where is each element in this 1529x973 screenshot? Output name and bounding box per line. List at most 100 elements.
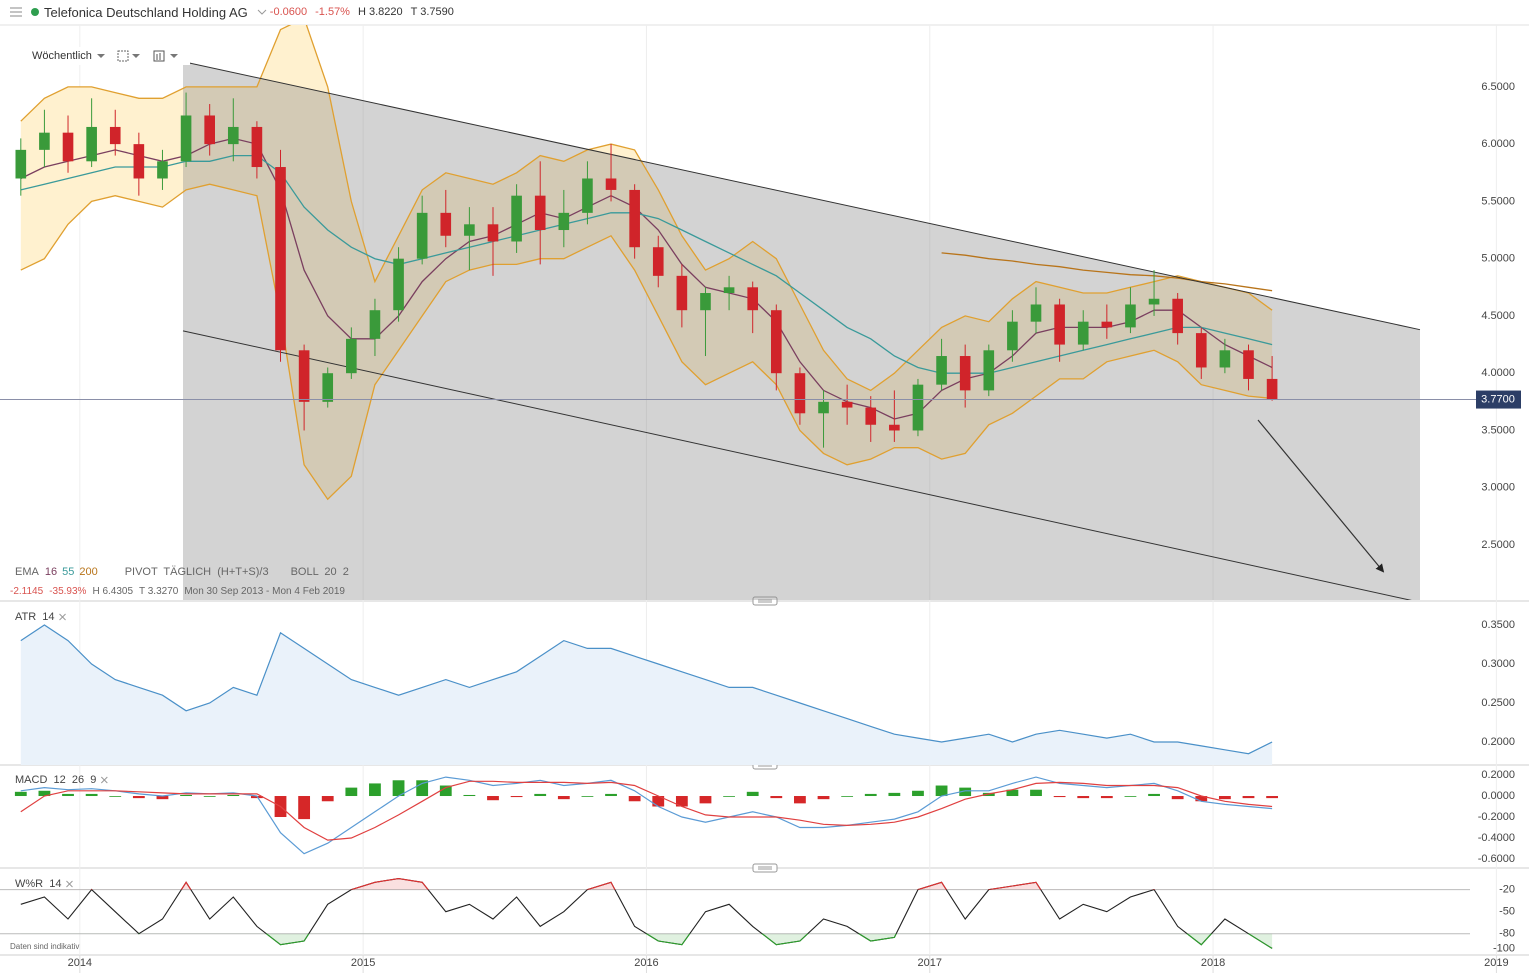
candle-body <box>157 161 168 179</box>
candle-body <box>1195 333 1207 368</box>
candle-body <box>440 212 452 236</box>
ema-line <box>20 154 1273 374</box>
macd-histogram-bar <box>156 796 169 800</box>
macd-histogram-bar <box>203 796 216 797</box>
last-price-box <box>1476 390 1521 409</box>
candle-body <box>1077 321 1089 345</box>
x-tick-label: 2015 <box>351 957 375 969</box>
macd-histogram-bar <box>369 783 381 797</box>
y-tick-label: -0.2000 <box>1478 811 1515 823</box>
chart-type-button[interactable] <box>108 49 152 63</box>
macd-histogram-bar <box>605 793 617 797</box>
indicator-area <box>20 625 1273 765</box>
legend-entry[interactable]: 16 <box>44 566 58 578</box>
instrument-title[interactable]: Telefonica Deutschland Holding AG <box>44 4 248 20</box>
candle-body <box>889 424 900 431</box>
bollinger-lower <box>20 183 1273 501</box>
candle-body <box>558 212 570 231</box>
overlay-legend: EMA 16 55 200 PIVOT TÄGLICH (H+T+S)/3 BOLL… <box>15 566 355 578</box>
y-tick-label: 3.5000 <box>1481 424 1515 436</box>
y-tick-label: 0.3500 <box>1481 619 1515 631</box>
candle-body <box>629 189 640 248</box>
candle-body <box>227 126 239 145</box>
footnote: Daten sind indikativ <box>10 942 80 951</box>
y-tick-label: -20 <box>1499 884 1515 896</box>
candle-body <box>605 178 617 190</box>
ema-label: EMA <box>15 566 39 578</box>
x-tick-label: 2014 <box>68 957 92 969</box>
candle-body <box>511 195 522 242</box>
candle-body <box>676 275 688 311</box>
candle-body <box>700 293 711 311</box>
legend-entry[interactable]: 200 <box>79 566 98 578</box>
y-tick-label: 4.0000 <box>1481 367 1515 379</box>
candle-body <box>1125 304 1136 328</box>
resize-handle[interactable] <box>752 596 778 606</box>
candle-body <box>747 287 759 311</box>
pivot-label: PIVOT TÄGLICH (H+T+S)/3 <box>124 566 269 578</box>
y-tick-label: -0.4000 <box>1478 832 1515 844</box>
toolbar: Wöchentlich <box>28 47 190 65</box>
remove-indicator[interactable] <box>100 776 108 784</box>
x-tick-label: 2019 <box>1484 957 1508 969</box>
oversold-line <box>138 933 1273 949</box>
interval-select[interactable]: Wöchentlich <box>32 50 92 62</box>
channel-upper <box>182 61 1421 331</box>
x-tick-label: 2018 <box>1201 957 1225 969</box>
remove-indicator[interactable] <box>66 880 73 888</box>
dropdown-icon[interactable] <box>92 49 108 63</box>
candle-body <box>912 384 924 431</box>
dropdown-icon[interactable] <box>256 2 270 22</box>
price-panel <box>15 25 1421 600</box>
candle-body <box>15 149 27 179</box>
bollinger-band <box>20 25 1273 500</box>
macd-histogram-bar <box>392 780 405 797</box>
candle-body <box>1219 350 1231 368</box>
y-tick-label: 6.0000 <box>1481 138 1515 150</box>
macd-histogram-bar <box>85 793 98 797</box>
y-tick-label: 5.5000 <box>1481 195 1515 207</box>
candle-body <box>1030 304 1042 322</box>
candle-body <box>652 247 664 276</box>
macd-histogram-bar <box>463 794 476 797</box>
macd-histogram-bar <box>1030 789 1042 797</box>
macd-histogram-bar <box>534 793 547 797</box>
candle-body <box>180 115 192 162</box>
last-price-label: 3.7700 <box>1481 393 1515 405</box>
indicator-button[interactable] <box>152 49 186 63</box>
y-tick-label: -0.6000 <box>1478 853 1515 865</box>
menu-icon[interactable] <box>0 2 30 22</box>
candle-body <box>39 132 50 150</box>
summary-change: -2.1145 <box>10 586 44 597</box>
bollinger-label: BOLL 20 2 <box>290 566 349 578</box>
summary-high: H 6.4305 <box>92 586 134 597</box>
macd-histogram-bar <box>888 792 901 797</box>
y-tick-label: -100 <box>1493 942 1515 954</box>
candle-body <box>1172 298 1183 334</box>
macd-histogram-bar <box>1100 796 1113 799</box>
macd-histogram-bar <box>841 796 854 797</box>
candle-body <box>133 144 145 179</box>
candle-body <box>794 373 806 414</box>
candle-body <box>1266 378 1278 400</box>
macd-histogram-bar <box>321 796 334 802</box>
resize-handle[interactable] <box>752 863 778 873</box>
macd-histogram-bar <box>1053 796 1066 798</box>
y-tick-label: 0.2500 <box>1481 697 1515 709</box>
ema-line <box>941 252 1273 292</box>
macd-histogram-bar <box>1077 796 1090 799</box>
bollinger-upper <box>20 25 1273 392</box>
y-tick-label: 5.0000 <box>1481 253 1515 265</box>
change-pct: -1.57% <box>315 6 350 18</box>
macd-histogram-bar <box>1148 793 1160 797</box>
candle-body <box>1243 350 1254 379</box>
indicator-label: W%R 14 <box>15 878 61 890</box>
macd-histogram-bar <box>227 794 240 797</box>
macd-histogram-bar <box>1006 789 1019 797</box>
y-tick-label: 0.2000 <box>1481 736 1515 748</box>
remove-indicator[interactable] <box>59 613 66 621</box>
legend-entry[interactable]: 55 <box>62 566 75 578</box>
macd-histogram-bar <box>675 796 688 807</box>
candle-body <box>818 401 829 414</box>
remove-icon <box>66 880 73 888</box>
